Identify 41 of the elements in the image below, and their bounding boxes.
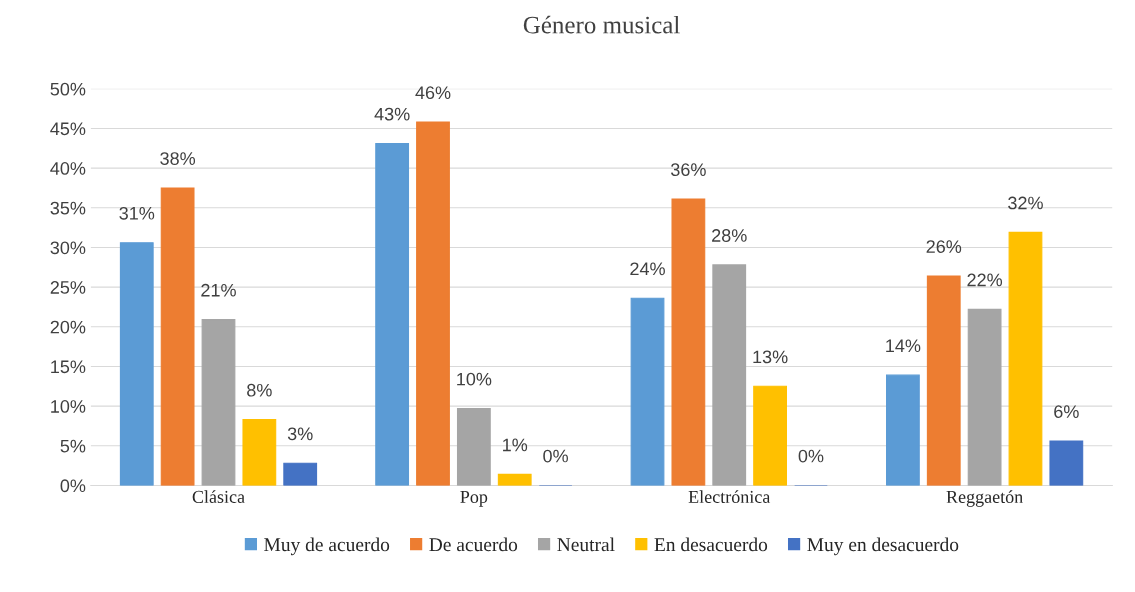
data-label: 31% — [119, 206, 155, 220]
data-label: 43% — [374, 107, 410, 121]
data-label: 46% — [415, 86, 451, 100]
data-label: 14% — [886, 339, 921, 353]
y-tick-label: 25% — [50, 281, 86, 294]
data-label: 28% — [712, 229, 747, 242]
data-label: 13% — [753, 350, 788, 364]
legend-label: Muy de acuerdo — [264, 537, 390, 556]
y-tick-label: 0% — [60, 479, 86, 493]
data-label: 21% — [201, 283, 236, 297]
chart-title: Género musical — [523, 15, 680, 34]
data-label: 6% — [1054, 405, 1079, 418]
legend-label: En desacuerdo — [654, 537, 768, 552]
data-label: 1% — [503, 438, 528, 452]
data-label: 24% — [630, 262, 665, 276]
y-tick-label: 30% — [50, 241, 86, 255]
data-label: 8% — [247, 383, 272, 397]
legend-label: Neutral — [557, 537, 615, 552]
data-label: 0% — [798, 449, 824, 463]
data-label: 10% — [457, 372, 492, 386]
y-tick-label: 5% — [60, 439, 86, 453]
data-label: 32% — [1008, 196, 1043, 210]
data-label: 0% — [543, 449, 568, 463]
y-tick-label: 40% — [50, 162, 86, 175]
y-tick-label: 35% — [50, 201, 86, 215]
legend-label: Muy en desacuerdo — [807, 537, 959, 556]
y-tick-label: 15% — [51, 360, 86, 374]
legend-label: De acuerdo — [429, 537, 518, 552]
data-label: 26% — [926, 240, 962, 253]
y-tick-label: 10% — [51, 400, 86, 413]
data-label: 36% — [671, 163, 706, 177]
data-label: 22% — [967, 273, 1003, 287]
y-tick-label: 45% — [50, 122, 86, 136]
x-tick-label: Reggaetón — [946, 490, 1023, 507]
x-tick-label: Pop — [460, 491, 488, 507]
y-tick-label: 50% — [50, 82, 86, 96]
data-label: 38% — [160, 152, 196, 165]
y-tick-label: 20% — [50, 320, 86, 334]
x-tick-label: Electrónica — [688, 490, 771, 504]
data-label: 3% — [287, 427, 313, 441]
x-tick-label: Clásica — [192, 490, 245, 504]
